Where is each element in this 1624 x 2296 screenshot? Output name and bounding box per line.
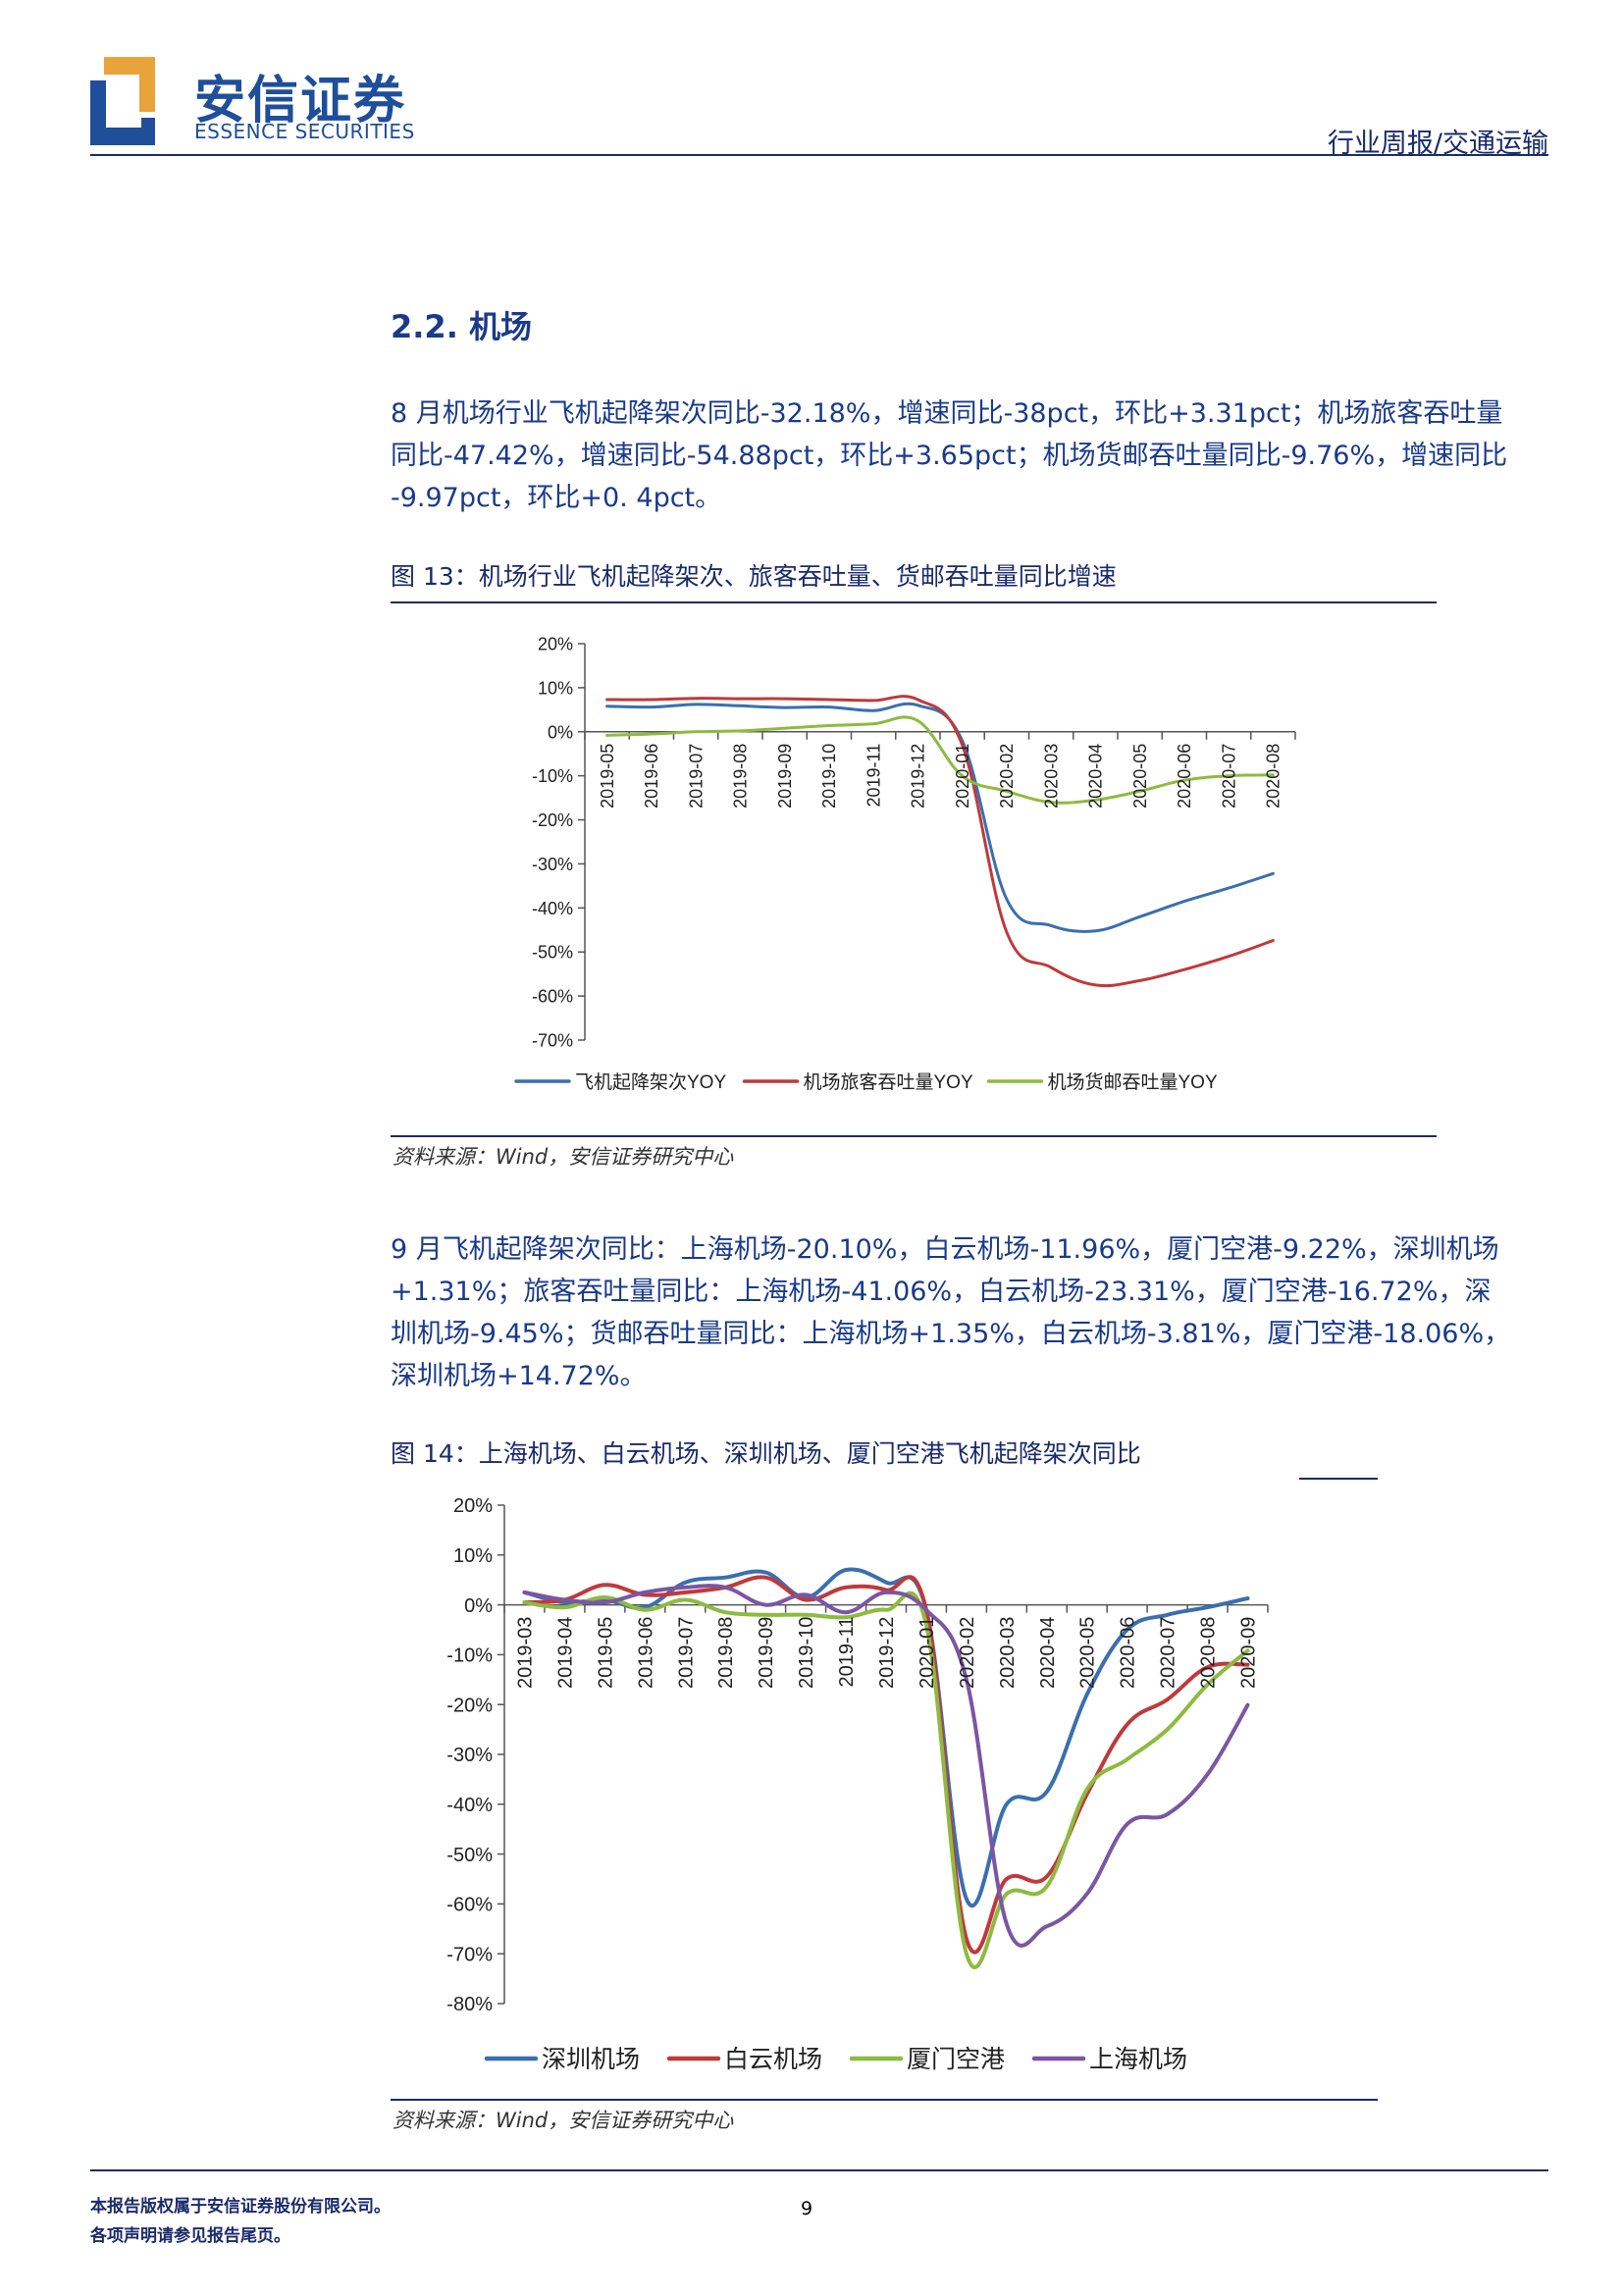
y-tick-label: -70% — [446, 1944, 493, 1965]
figure-13-title: 图 13：机场行业飞机起降架次、旅客吞吐量、货邮吞吐量同比增速 — [391, 562, 1117, 591]
chart-figure-13: 20% 10% 0% -10% -20% -30% -40% -50% -60% -70% 2019… — [514, 634, 1296, 1093]
x-category-label: 2019-05 — [598, 744, 617, 809]
y-tick-label: -60% — [446, 1895, 493, 1916]
x-category-label: 2019-12 — [909, 744, 928, 809]
x-category-label: 2020-01 — [953, 744, 972, 809]
x-category-label: 2020-04 — [1037, 1617, 1059, 1689]
legend-label: 机场货邮吞吐量YOY — [1048, 1071, 1218, 1093]
figure-14-bottom-rule — [391, 2099, 1378, 2101]
y-tick-label: -30% — [532, 855, 573, 874]
y-tick-label: -30% — [446, 1745, 493, 1766]
x-category-label: 2020-04 — [1086, 744, 1106, 809]
x-category-label: 2019-03 — [514, 1617, 536, 1689]
paragraph-line: 深圳机场+14.72%。 — [391, 1361, 647, 1391]
y-tick-label: 20% — [538, 634, 573, 653]
paragraph-airport-august: 8 月机场行业飞机起降架次同比-32.18%，增速同比-38pct，环比+3.3… — [391, 392, 1548, 519]
x-category-label: 2020-07 — [1158, 1617, 1179, 1689]
x-category-label: 2019-04 — [554, 1617, 576, 1689]
paragraph-line: 8 月机场行业飞机起降架次同比-32.18%，增速同比-38pct，环比+3.3… — [391, 398, 1503, 429]
legend-label: 白云机场 — [724, 2046, 822, 2073]
x-category-label: 2020-01 — [917, 1617, 938, 1689]
footer-copyright: 本报告版权属于安信证券股份有限公司。 — [90, 2197, 391, 2217]
y-tick-label: 0% — [548, 722, 573, 742]
y-tick-label: -10% — [446, 1645, 493, 1667]
series-line — [605, 695, 1275, 988]
company-name-cn: 安信证券 — [194, 72, 407, 130]
series-line — [522, 1591, 1250, 1969]
figure-13-source: 资料来源：Wind，安信证券研究中心 — [393, 1145, 734, 1169]
figure-14-top-rule — [1299, 1478, 1378, 1480]
chart-figure-14: 20% 10% 0% -10% -20% -30% -40% -50% -60% -70% -80%… — [446, 1495, 1269, 2073]
company-name-en: ESSENCE SECURITIES — [194, 120, 415, 143]
y-tick-label: -60% — [532, 987, 573, 1007]
y-tick-label: 0% — [464, 1595, 493, 1617]
x-category-label: 2020-05 — [1077, 1617, 1099, 1689]
x-category-label: 2020-03 — [1041, 744, 1061, 809]
legend-label: 飞机起降架次YOY — [575, 1071, 726, 1093]
x-category-label: 2019-08 — [731, 744, 751, 809]
x-category-label: 2019-05 — [595, 1617, 616, 1689]
section-title: 2.2. 机场 — [391, 308, 532, 345]
figure-14-title: 图 14：上海机场、白云机场、深圳机场、厦门空港飞机起降架次同比 — [391, 1439, 1141, 1468]
series-line — [522, 1584, 1250, 1948]
paragraph-line: 9 月飞机起降架次同比：上海机场-20.10%，白云机场-11.96%，厦门空港… — [391, 1234, 1499, 1265]
y-tick-label: 10% — [453, 1545, 493, 1567]
x-category-label: 2020-06 — [1118, 1617, 1139, 1689]
x-category-label: 2019-06 — [642, 744, 661, 809]
x-category-label: 2020-08 — [1198, 1617, 1220, 1689]
paragraph-line: -9.97pct，环比+0. 4pct。 — [391, 483, 722, 513]
x-category-label: 2019-09 — [756, 1617, 777, 1689]
y-tick-label: -40% — [532, 899, 573, 918]
paragraph-line: +1.31%；旅客吞吐量同比：上海机场-41.06%，白云机场-23.31%，厦… — [391, 1277, 1492, 1307]
x-category-label: 2020-08 — [1264, 744, 1283, 809]
x-category-label: 2019-12 — [876, 1617, 898, 1689]
x-category-label: 2019-11 — [836, 1617, 858, 1688]
x-category-label: 2020-03 — [997, 1617, 1019, 1689]
x-category-label: 2019-11 — [864, 744, 883, 808]
y-tick-label: -50% — [446, 1845, 493, 1866]
y-tick-label: -50% — [532, 943, 573, 963]
x-category-label: 2019-10 — [796, 1617, 817, 1689]
x-category-label: 2019-07 — [675, 1617, 697, 1689]
footer-disclaimer: 本报告版权属于安信证券股份有限公司。 各项声明请参见报告尾页。 — [90, 2192, 391, 2251]
legend-label: 深圳机场 — [542, 2046, 640, 2073]
x-category-label: 2020-02 — [957, 1617, 978, 1689]
y-tick-label: -20% — [532, 810, 573, 830]
footer-notice: 各项声明请参见报告尾页。 — [90, 2226, 290, 2246]
page-number: 9 — [801, 2198, 813, 2219]
figure-13-top-rule — [391, 601, 1437, 603]
y-tick-label: -80% — [446, 1994, 493, 2015]
x-category-label: 2019-09 — [775, 744, 795, 809]
x-category-label: 2020-05 — [1130, 744, 1150, 809]
figure-13-bottom-rule — [391, 1135, 1437, 1137]
report-type: 行业周报/交通运输 — [1327, 129, 1548, 159]
y-tick-label: -70% — [532, 1030, 573, 1050]
x-category-label: 2019-06 — [635, 1617, 656, 1689]
logo-icon — [90, 57, 155, 145]
legend-label: 机场旅客吞吐量YOY — [804, 1071, 973, 1093]
legend-label: 厦门空港 — [907, 2046, 1005, 2073]
x-category-label: 2020-07 — [1219, 744, 1238, 809]
paragraph-line: 同比-47.42%，增速同比-54.88pct，环比+3.65pct；机场货邮吞… — [391, 441, 1508, 471]
footer-divider — [90, 2169, 1548, 2171]
y-tick-label: 20% — [453, 1495, 493, 1517]
x-category-label: 2019-07 — [686, 744, 706, 809]
legend-label: 上海机场 — [1089, 2046, 1187, 2073]
y-tick-label: -20% — [446, 1695, 493, 1716]
figure-14-source: 资料来源：Wind，安信证券研究中心 — [393, 2109, 734, 2132]
y-tick-label: -10% — [532, 766, 573, 786]
series-line — [605, 715, 1275, 805]
x-category-label: 2019-08 — [715, 1617, 737, 1689]
paragraph-line: 圳机场-9.45%；货邮吞吐量同比：上海机场+1.35%，白云机场-3.81%，… — [391, 1319, 1511, 1349]
x-category-label: 2020-02 — [997, 744, 1017, 809]
x-category-label: 2019-10 — [819, 744, 839, 809]
paragraph-airport-september: 9 月飞机起降架次同比：上海机场-20.10%，白云机场-11.96%，厦门空港… — [391, 1228, 1548, 1397]
header-divider — [90, 154, 1548, 156]
y-tick-label: 10% — [538, 678, 573, 698]
x-category-label: 2020-06 — [1175, 744, 1194, 809]
y-tick-label: -40% — [446, 1795, 493, 1816]
x-category-label: 2020-09 — [1238, 1617, 1260, 1689]
